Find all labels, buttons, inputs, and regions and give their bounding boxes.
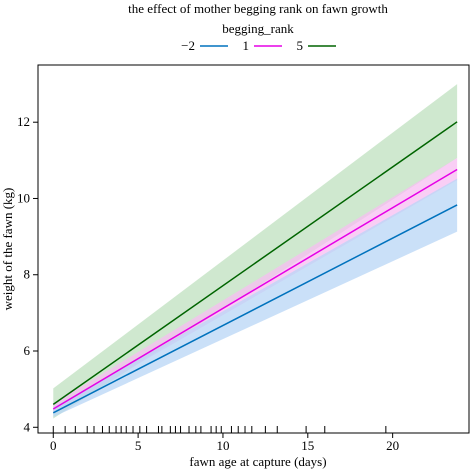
y-tick-label: 10 (17, 190, 30, 205)
rug-ticks (52, 426, 387, 433)
x-tick-label: 10 (216, 438, 229, 453)
x-axis: 0 5 10 15 20 (50, 433, 399, 453)
y-tick-label: 4 (24, 419, 31, 434)
plot-area (37, 64, 470, 434)
series-line-3 (52, 121, 458, 406)
legend-label-3: 5 (297, 38, 304, 53)
y-axis: 4 6 8 10 12 (17, 114, 38, 434)
x-axis-label: fawn age at capture (days) (189, 454, 326, 469)
confidence-band-3 (53, 84, 458, 419)
plot-frame (37, 64, 470, 434)
legend: −2 1 5 (181, 38, 336, 53)
series-line-1 (52, 204, 458, 414)
y-axis-label: weight of the fawn (kg) (0, 188, 15, 311)
series-lines (52, 121, 458, 414)
legend-title: begging_rank (222, 21, 294, 36)
y-tick-label: 6 (24, 343, 31, 358)
y-tick-label: 8 (24, 267, 31, 282)
x-tick-label: 20 (386, 438, 399, 453)
legend-label-1: −2 (181, 38, 195, 53)
confidence-bands (53, 84, 458, 419)
y-tick-label: 12 (17, 114, 30, 129)
x-tick-label: 5 (135, 438, 142, 453)
chart-title: the effect of mother begging rank on faw… (128, 1, 388, 16)
series-line-2 (52, 168, 458, 410)
x-tick-label: 0 (50, 438, 57, 453)
x-tick-label: 15 (301, 438, 314, 453)
confidence-band-1 (53, 178, 458, 417)
legend-label-2: 1 (243, 38, 250, 53)
